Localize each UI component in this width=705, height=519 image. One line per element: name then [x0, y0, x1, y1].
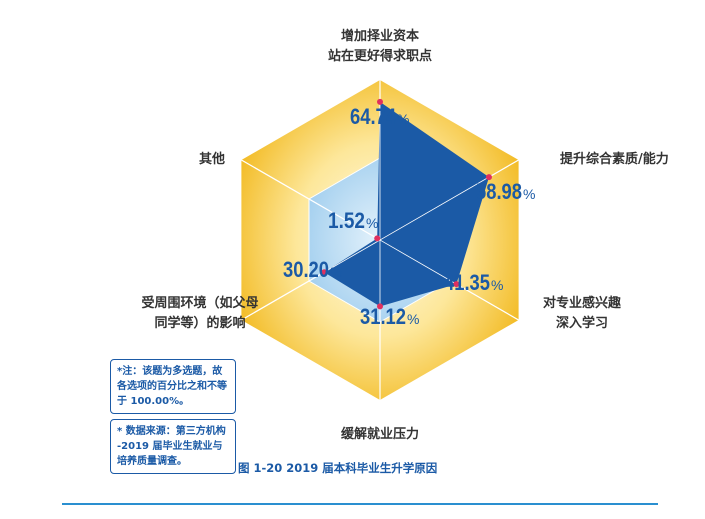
note-multiple-choice: *注：该题为多选题，故各选项的百分比之和不等于 100.00%。 [110, 359, 236, 414]
value-label: 58.98% [476, 179, 535, 204]
data-markers [321, 98, 492, 310]
axis-label: 受周围环境（如父母 [141, 295, 258, 311]
axis-spoke [379, 239, 519, 321]
value-label: 31.12% [360, 304, 419, 329]
axis-spoke [241, 159, 381, 241]
data-point [453, 281, 460, 288]
value-label: 1.52% [328, 208, 378, 233]
axis-label: 站在更好得求职点 [328, 48, 432, 64]
axis-spoke [379, 159, 519, 241]
value-label: 30.20% [283, 257, 342, 282]
series-polygon [324, 101, 489, 307]
bottom-divider [62, 503, 658, 505]
note-data-source: * 数据来源：第三方机构 -2019 届毕业生就业与培养质量调查。 [110, 419, 236, 474]
figure-caption: 图 1-20 2019 届本科毕业生升学原因 [238, 461, 438, 475]
data-point [321, 269, 328, 276]
axis-label: 提升综合素质/能力 [560, 151, 669, 167]
axis-spokes-overlay [241, 80, 519, 400]
axis-spoke [241, 239, 381, 321]
data-point [374, 235, 381, 242]
axis-label: 其他 [199, 151, 225, 167]
axis-label: 对专业感兴趣 [543, 295, 622, 311]
value-label: 41.35% [444, 270, 503, 295]
data-point [377, 98, 383, 105]
data-point [485, 174, 492, 181]
axis-label: 增加择业资本 [341, 28, 419, 44]
value-label: 64.74% [350, 104, 409, 129]
axis-label: 同学等）的影响 [154, 315, 245, 331]
value-labels: 64.74% 58.98% 41.35% 31.12% 30.20% 1.52% [283, 104, 535, 329]
axis-label: 深入学习 [556, 315, 608, 331]
axis-label: 缓解就业压力 [341, 426, 419, 442]
data-point [377, 303, 383, 310]
